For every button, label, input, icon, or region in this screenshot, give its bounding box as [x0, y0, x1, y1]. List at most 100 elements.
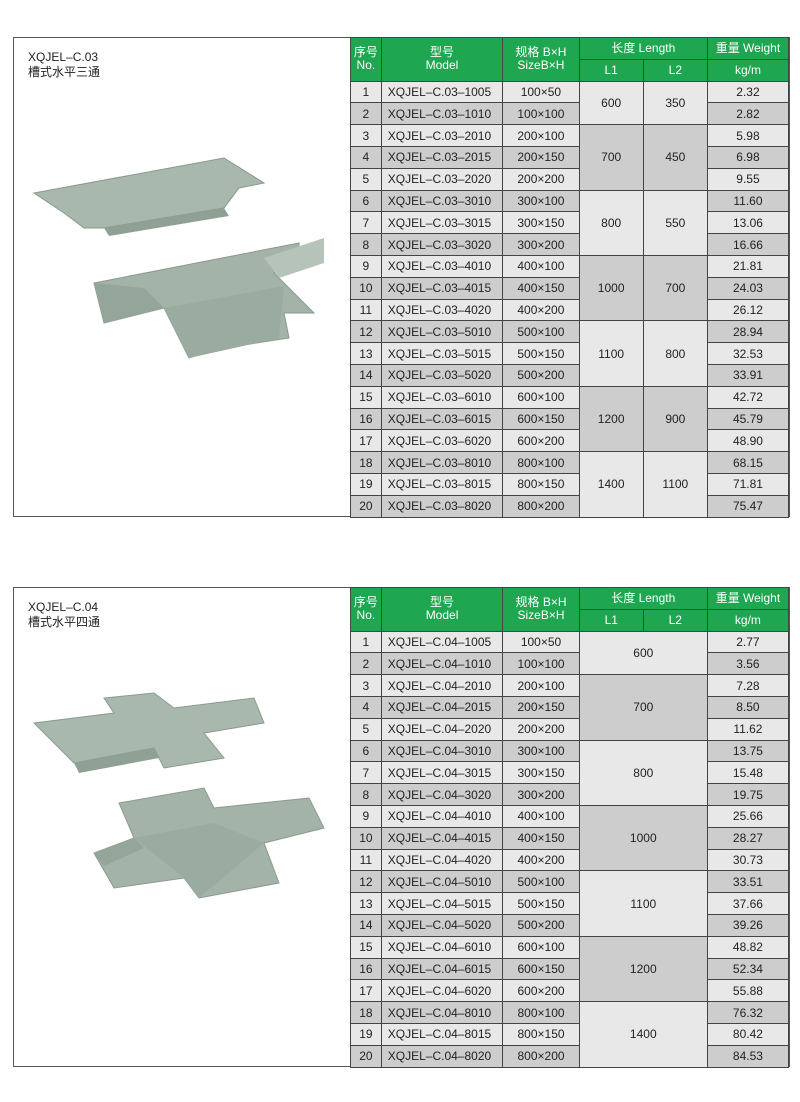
- length-l2: 550: [642, 189, 708, 256]
- table-row: 4 XQJEL–C.03–2015 200×150 6.98: [350, 145, 790, 169]
- length-l2: 900: [642, 385, 708, 453]
- weight: 26.12: [706, 298, 790, 322]
- size: 200×200: [502, 167, 580, 191]
- table-row: 16 XQJEL–C.04–6015 600×150 52.34: [350, 957, 790, 981]
- table-row: 7 XQJEL–C.04–3015 300×150 15.48: [350, 761, 790, 785]
- header-en: No.: [356, 58, 376, 73]
- row-number: 8: [350, 783, 382, 806]
- model-code: XQJEL–C.04–5010: [380, 870, 504, 894]
- weight: 39.26: [706, 913, 790, 937]
- weight: 13.75: [706, 739, 790, 763]
- row-number: 1: [350, 80, 382, 104]
- horizontal-tee-tray-image: [32, 157, 324, 359]
- product-name: 槽式水平三通: [28, 65, 101, 79]
- row-number: 17: [350, 429, 382, 453]
- table-row: 8 XQJEL–C.03–3020 300×200 16.66: [350, 233, 790, 256]
- model-code: XQJEL–C.04–4020: [380, 848, 504, 872]
- model-code: XQJEL–C.04–2010: [380, 674, 504, 697]
- row-number: 11: [350, 848, 382, 872]
- weight: 30.73: [706, 848, 790, 872]
- header-weight: 重量 Weight: [706, 587, 790, 610]
- weight: 25.66: [706, 804, 790, 828]
- row-number: 18: [350, 451, 382, 474]
- weight: 52.34: [706, 957, 790, 981]
- weight: 33.91: [706, 363, 790, 387]
- header-row: 序号 No. 型号 Model 规格 B×H SizeB×H 长度 Length 重量 Wei…: [350, 587, 790, 632]
- size: 800×200: [502, 494, 580, 518]
- table-row: 4 XQJEL–C.04–2015 200×150 8.50: [350, 695, 790, 719]
- spec-table-c04: 序号 No. 型号 Model 规格 B×H SizeB×H 长度 Length 重量 Wei…: [350, 587, 790, 1068]
- row-number: 4: [350, 695, 382, 719]
- model-code: XQJEL–C.03–8020: [380, 494, 504, 518]
- weight: 16.66: [706, 233, 790, 256]
- size: 500×200: [502, 363, 580, 387]
- weight: 7.28: [706, 674, 790, 697]
- row-number: 15: [350, 935, 382, 959]
- size: 200×150: [502, 145, 580, 169]
- size: 300×100: [502, 739, 580, 763]
- model-code: XQJEL–C.03–5020: [380, 363, 504, 387]
- length: 700: [578, 674, 708, 741]
- weight: 28.94: [706, 320, 790, 344]
- table-row: 1 XQJEL–C.03–1005 100×50 600 350 2.32: [350, 80, 790, 126]
- weight: 33.51: [706, 870, 790, 894]
- size: 100×50: [502, 80, 580, 104]
- length-l1: 800: [578, 189, 644, 256]
- weight: 2.82: [706, 102, 790, 126]
- size: 300×200: [502, 783, 580, 806]
- length-l2: 1100: [642, 451, 708, 518]
- length: 1200: [578, 935, 708, 1003]
- model-code: XQJEL–C.03–3020: [380, 233, 504, 256]
- length-l2: 450: [642, 124, 708, 191]
- size: 200×100: [502, 124, 580, 147]
- row-number: 5: [350, 717, 382, 741]
- header-en: No.: [356, 608, 376, 623]
- model-code: XQJEL–C.04–8020: [380, 1044, 504, 1068]
- row-number: 7: [350, 761, 382, 785]
- model-code: XQJEL–C.03–2020: [380, 167, 504, 191]
- weight: 55.88: [706, 979, 790, 1003]
- table-row: 14 XQJEL–C.03–5020 500×200 33.91: [350, 363, 790, 387]
- weight: 28.27: [706, 826, 790, 850]
- model-code: XQJEL–C.04–6015: [380, 957, 504, 981]
- horizontal-cross-tray-image: [32, 692, 325, 899]
- table-row: 20 XQJEL–C.04–8020 800×200 84.53: [350, 1044, 790, 1068]
- row-number: 12: [350, 320, 382, 344]
- header-en: SizeB×H: [517, 58, 565, 73]
- table-row: 5 XQJEL–C.03–2020 200×200 9.55: [350, 167, 790, 191]
- header-cn: 序号: [353, 45, 378, 60]
- table-row: 11 XQJEL–C.03–4020 400×200 26.12: [350, 298, 790, 322]
- row-number: 20: [350, 1044, 382, 1068]
- length: 800: [578, 739, 708, 806]
- size: 200×200: [502, 717, 580, 741]
- product-code: XQJEL–C.04: [28, 600, 99, 614]
- row-number: 19: [350, 1022, 382, 1046]
- weight: 45.79: [706, 407, 790, 431]
- table-row: 14 XQJEL–C.04–5020 500×200 39.26: [350, 913, 790, 937]
- size: 400×100: [502, 254, 580, 278]
- product-code: XQJEL–C.03: [28, 50, 99, 64]
- size: 400×200: [502, 848, 580, 872]
- size: 200×100: [502, 674, 580, 697]
- size: 600×150: [502, 407, 580, 431]
- header-cn: 规格 B×H: [515, 595, 567, 610]
- size: 600×200: [502, 429, 580, 453]
- weight: 9.55: [706, 167, 790, 191]
- length-l2: 800: [642, 320, 708, 387]
- product-title: XQJEL–C.04 槽式水平四通: [28, 600, 100, 630]
- row-number: 16: [350, 957, 382, 981]
- weight: 11.62: [706, 717, 790, 741]
- row-number: 2: [350, 652, 382, 676]
- length-l1: 1400: [578, 451, 644, 518]
- row-number: 12: [350, 870, 382, 894]
- model-code: XQJEL–C.03–4020: [380, 298, 504, 322]
- model-code: XQJEL–C.03–4010: [380, 254, 504, 278]
- size: 300×100: [502, 189, 580, 213]
- model-code: XQJEL–C.04–8010: [380, 1001, 504, 1024]
- weight: 76.32: [706, 1001, 790, 1024]
- weight: 8.50: [706, 695, 790, 719]
- size: 400×150: [502, 826, 580, 850]
- row-number: 10: [350, 826, 382, 850]
- size: 400×200: [502, 298, 580, 322]
- model-code: XQJEL–C.03–2015: [380, 145, 504, 169]
